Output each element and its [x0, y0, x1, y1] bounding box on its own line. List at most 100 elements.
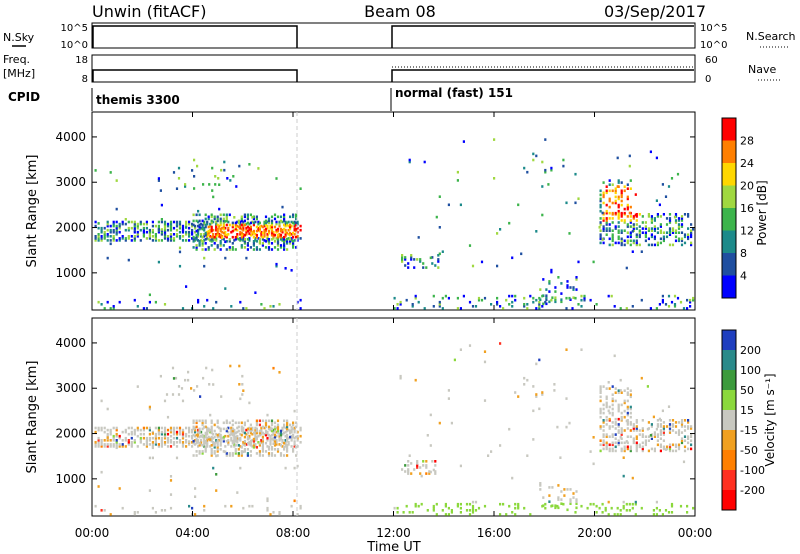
velocity-echo-cell — [203, 504, 206, 508]
power-echo-cell — [273, 225, 277, 229]
velocity-echo-cell — [257, 441, 260, 444]
velocity-echo-cell — [686, 504, 689, 508]
velocity-echo-cell — [278, 436, 281, 440]
velocity-echo-cell — [671, 449, 675, 453]
power-echo-cell — [269, 305, 272, 308]
power-echo-cell — [565, 201, 568, 205]
velocity-echo-cell — [231, 439, 234, 443]
velocity-echo-cell — [270, 448, 274, 451]
power-echo-cell — [574, 296, 577, 300]
power-echo-cell — [589, 298, 592, 302]
velocity-echo-cell — [197, 428, 200, 432]
power-echo-cell — [617, 237, 620, 241]
velocity-echo-cell — [471, 509, 475, 512]
velocity-echo-cell — [641, 427, 644, 430]
power-echo-cell — [659, 229, 662, 232]
power-echo-cell — [166, 237, 170, 240]
velocity-echo-cell — [605, 443, 608, 447]
power-echo-cell — [185, 230, 188, 234]
velocity-echo-cell — [249, 450, 252, 453]
power-echo-cell — [279, 244, 283, 247]
velocity-echo-cell — [270, 437, 274, 441]
velocity-echo-cell — [199, 395, 202, 398]
velocity-echo-cell — [175, 445, 179, 448]
colorbar-tick-label: 28 — [740, 135, 754, 148]
velocity-echo-cell — [626, 447, 629, 451]
velocity-echo-cell — [260, 426, 263, 430]
power-echo-cell — [216, 231, 219, 235]
velocity-echo-cell — [611, 421, 614, 424]
power-echo-cell — [267, 242, 271, 245]
power-echo-cell — [296, 226, 299, 230]
velocity-echo-cell — [677, 429, 681, 432]
velocity-echo-cell — [227, 441, 230, 444]
power-echo-cell — [644, 227, 647, 230]
power-echo-cell — [629, 187, 632, 190]
power-echo-cell — [124, 222, 127, 226]
power-echo-cell — [245, 222, 248, 226]
nsky-label: N.Sky — [3, 31, 35, 44]
velocity-echo-cell — [599, 389, 602, 392]
power-echo-cell — [252, 242, 255, 245]
power-echo-cell — [249, 225, 252, 229]
velocity-echo-cell — [664, 509, 668, 512]
velocity-echo-cell — [532, 438, 535, 441]
velocity-echo-cell — [100, 426, 103, 430]
power-echo-cell — [650, 227, 653, 230]
power-echo-cell — [264, 215, 268, 219]
velocity-echo-cell — [532, 409, 535, 413]
power-echo-cell — [438, 305, 441, 308]
power-echo-cell — [626, 183, 629, 186]
velocity-echo-cell — [273, 435, 277, 439]
power-echo-cell — [198, 225, 201, 229]
velocity-echo-cell — [242, 426, 245, 430]
velocity-echo-cell — [206, 439, 209, 442]
velocity-echo-cell — [258, 433, 261, 437]
velocity-echo-cell — [674, 445, 678, 449]
velocity-echo-cell — [670, 511, 674, 514]
power-echo-cell — [267, 246, 271, 249]
velocity-echo-cell — [453, 358, 456, 362]
power-echo-cell — [605, 189, 608, 193]
velocity-echo-cell — [425, 472, 428, 475]
velocity-echo-cell — [680, 419, 684, 422]
power-echo-cell — [175, 235, 179, 238]
velocity-echo-cell — [252, 431, 255, 435]
power-echo-cell — [226, 177, 229, 180]
power-echo-cell — [281, 230, 284, 234]
power-echo-cell — [687, 215, 690, 218]
velocity-echo-cell — [207, 435, 210, 439]
power-echo-cell — [219, 223, 222, 227]
power-echo-cell — [634, 213, 637, 217]
power-echo-cell — [115, 228, 118, 232]
velocity-echo-cell — [94, 445, 97, 448]
velocity-echo-cell — [629, 435, 632, 438]
velocity-echo-cell — [292, 433, 295, 437]
velocity-echo-cell — [181, 443, 185, 446]
velocity-echo-cell — [252, 444, 255, 447]
power-echo-cell — [124, 218, 127, 221]
power-echo-cell — [661, 294, 664, 298]
power-echo-cell — [127, 228, 130, 232]
velocity-echo-cell — [267, 452, 271, 455]
velocity-echo-cell — [601, 502, 604, 506]
power-echo-cell — [496, 232, 499, 235]
velocity-echo-cell — [662, 429, 665, 432]
power-echo-cell — [236, 237, 239, 240]
velocity-echo-cell — [216, 421, 219, 425]
power-echo-cell — [222, 227, 225, 231]
velocity-echo-cell — [106, 428, 109, 432]
velocity-echo-cell — [251, 445, 254, 448]
power-echo-cell — [598, 226, 601, 229]
power-echo-cell — [632, 227, 635, 230]
power-echo-cell — [197, 230, 200, 234]
power-echo-cell — [248, 226, 251, 230]
power-echo-cell — [635, 223, 638, 226]
power-echo-cell — [261, 238, 264, 241]
velocity-echo-cell — [169, 475, 173, 478]
power-echo-cell — [625, 307, 628, 310]
velocity-echo-cell — [566, 488, 569, 491]
velocity-echo-cell — [249, 429, 252, 433]
velocity-echo-cell — [227, 439, 230, 442]
power-echo-cell — [670, 300, 674, 304]
